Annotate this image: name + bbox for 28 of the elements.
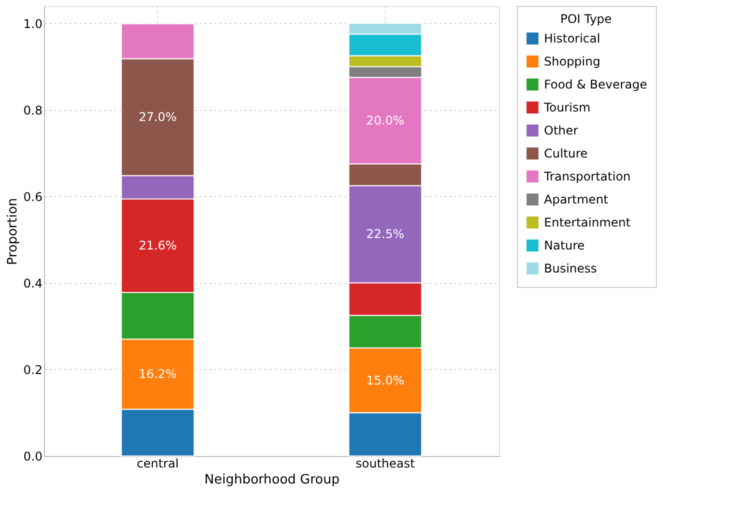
legend-label: Other xyxy=(544,124,578,138)
legend-label: Food & Beverage xyxy=(544,78,648,92)
legend-label: Nature xyxy=(544,238,585,252)
y-tick-label: 0.6 xyxy=(23,190,42,204)
data-label: 15.0% xyxy=(366,373,404,388)
legend-label: Tourism xyxy=(543,100,590,114)
y-tick-label: 0.4 xyxy=(23,276,42,290)
data-label: 22.5% xyxy=(366,227,404,242)
x-tick-label: central xyxy=(136,456,179,470)
legend-label: Apartment xyxy=(544,192,608,206)
y-tick-label: 0.0 xyxy=(23,450,42,464)
data-label: 20.0% xyxy=(366,114,404,128)
legend-label: Shopping xyxy=(544,54,600,68)
legend-label: Historical xyxy=(544,32,600,46)
legend-label: Culture xyxy=(544,146,588,160)
y-tick-label: 0.2 xyxy=(23,362,42,377)
x-axis-title: Neighborhood Group xyxy=(204,472,340,488)
legend-label: Entertainment xyxy=(544,216,631,230)
y-tick-label: 0.8 xyxy=(23,103,42,118)
x-tick-label: southeast xyxy=(356,456,416,470)
legend-label: Transportation xyxy=(543,170,631,184)
data-label: 16.2% xyxy=(138,367,177,382)
data-label: 27.0% xyxy=(138,110,177,124)
legend-title: POI Type xyxy=(560,12,612,26)
y-tick-label: 1.0 xyxy=(23,16,42,31)
y-axis-title: Proportion xyxy=(5,198,20,266)
data-label: 21.6% xyxy=(138,238,177,253)
legend-label: Business xyxy=(544,262,597,276)
